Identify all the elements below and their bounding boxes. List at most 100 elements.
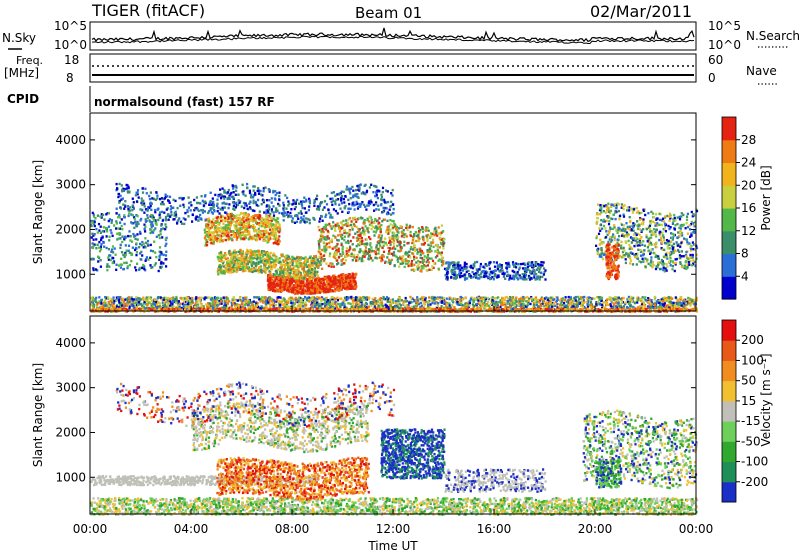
echo-cell xyxy=(264,305,267,308)
echo-cell xyxy=(612,306,615,310)
echo-cell xyxy=(650,299,653,302)
echo-cell xyxy=(636,298,639,302)
nsearch-trace xyxy=(91,35,695,44)
echo-cell xyxy=(323,301,326,304)
power-scatter xyxy=(90,182,699,313)
echo-cell xyxy=(279,300,282,304)
echo-cell xyxy=(222,296,225,299)
echo-cell xyxy=(537,298,540,302)
echo-cell xyxy=(647,300,650,304)
echo-cell xyxy=(562,302,566,305)
echo-cell xyxy=(410,297,413,300)
echo-cell xyxy=(292,271,296,274)
echo-cell xyxy=(611,301,615,305)
echo-cell xyxy=(485,302,489,306)
echo-cell xyxy=(612,298,615,301)
echo-cell xyxy=(515,300,518,303)
echo-cell xyxy=(285,301,288,304)
echo-cell xyxy=(419,297,422,301)
echo-cell xyxy=(245,301,248,304)
echo-cell xyxy=(102,305,105,308)
echo-cell xyxy=(609,296,613,300)
echo-cell xyxy=(121,297,125,301)
echo-cell xyxy=(286,289,289,292)
echo-cell xyxy=(462,298,465,301)
echo-cell xyxy=(326,288,329,291)
echo-cell xyxy=(325,300,328,303)
echo-cell xyxy=(261,299,264,302)
echo-cell xyxy=(367,298,370,301)
echo-cell xyxy=(395,306,398,309)
echo-cell xyxy=(398,302,401,306)
echo-cell xyxy=(163,307,166,311)
echo-cell xyxy=(136,296,139,300)
echo-cell xyxy=(263,296,266,299)
echo-cell xyxy=(358,304,361,307)
echo-cell xyxy=(165,305,168,308)
echo-cell xyxy=(453,297,456,300)
echo-cell xyxy=(299,281,302,285)
echo-cell xyxy=(324,305,327,308)
echo-cell xyxy=(249,307,252,310)
echo-cell xyxy=(118,303,122,307)
echo-cell xyxy=(327,283,331,286)
echo-cell xyxy=(320,299,323,303)
echo-cell xyxy=(569,296,572,299)
echo-cell xyxy=(319,284,322,288)
echo-cell xyxy=(501,301,504,304)
echo-cell xyxy=(605,298,609,301)
echo-cell xyxy=(291,263,294,267)
echo-cell xyxy=(653,303,657,306)
echo-cell xyxy=(597,300,600,304)
echo-cell xyxy=(162,298,165,301)
echo-cell xyxy=(464,302,467,305)
echo-cell xyxy=(128,305,131,308)
echo-cell xyxy=(108,304,111,308)
echo-cell xyxy=(633,301,636,305)
echo-cell xyxy=(671,301,674,305)
echo-cell xyxy=(410,305,413,309)
echo-cell xyxy=(351,307,354,311)
echo-cell xyxy=(333,282,336,286)
echo-cell xyxy=(617,305,621,309)
echo-cell xyxy=(359,298,362,301)
echo-cell xyxy=(343,296,347,299)
echo-cell xyxy=(491,303,494,306)
echo-cell xyxy=(216,301,220,305)
echo-cell xyxy=(281,277,284,280)
echo-cell xyxy=(181,297,184,301)
nave-label: Nave xyxy=(746,64,777,78)
echo-cell xyxy=(96,307,99,310)
echo-cell xyxy=(304,291,308,295)
echo-cell xyxy=(672,306,675,309)
echo-cell xyxy=(290,296,293,300)
echo-cell xyxy=(575,304,579,307)
echo-cell xyxy=(689,304,692,307)
echo-cell xyxy=(499,298,502,302)
echo-cell xyxy=(586,303,589,306)
echo-cell xyxy=(165,298,168,301)
echo-cell xyxy=(422,299,425,302)
echo-cell xyxy=(516,304,519,307)
echo-cell xyxy=(130,304,133,307)
echo-cell xyxy=(316,270,319,274)
echo-cell xyxy=(273,307,276,310)
echo-cell xyxy=(637,306,640,309)
echo-cell xyxy=(330,284,333,288)
echo-cell xyxy=(469,308,472,311)
echo-cell xyxy=(431,295,434,299)
echo-cell xyxy=(145,297,148,300)
echo-cell xyxy=(175,297,178,300)
echo-cell xyxy=(526,296,529,299)
echo-cell xyxy=(416,297,419,300)
echo-cell xyxy=(358,296,361,299)
echo-cell xyxy=(279,296,282,299)
echo-cell xyxy=(509,296,512,299)
echo-cell xyxy=(661,303,665,306)
echo-cell xyxy=(342,279,345,283)
echo-cell xyxy=(209,304,212,308)
echo-cell xyxy=(561,303,564,307)
echo-cell xyxy=(427,305,430,308)
echo-cell xyxy=(629,304,632,308)
echo-cell xyxy=(483,301,486,304)
